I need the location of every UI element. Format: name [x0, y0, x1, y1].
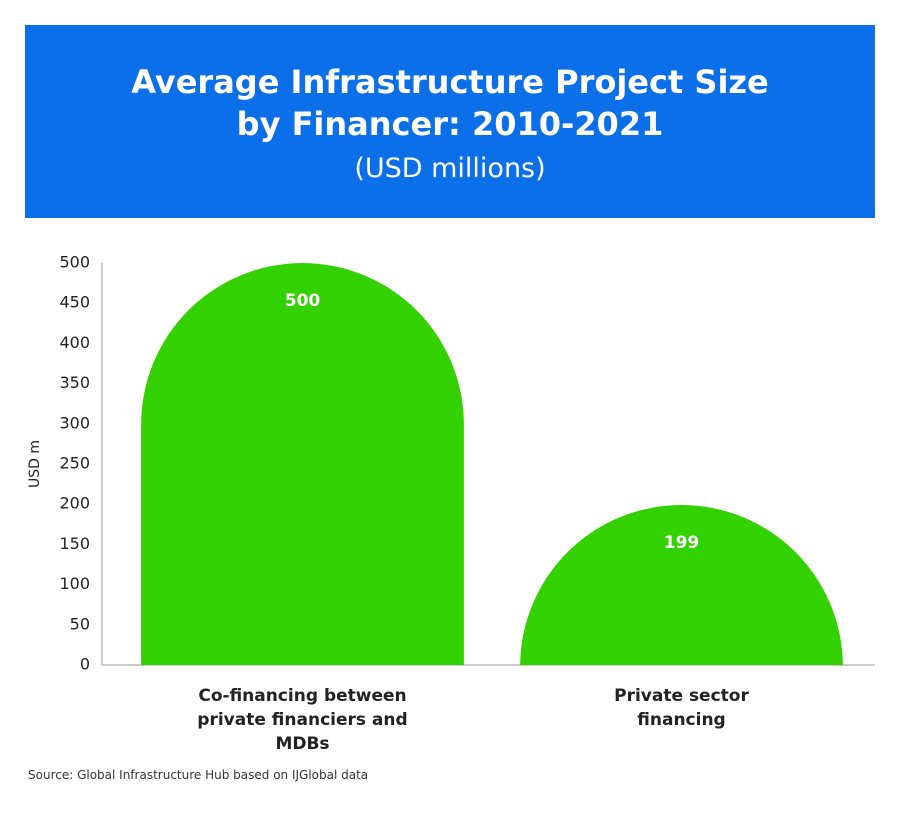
source-note: Source: Global Infrastructure Hub based …: [28, 768, 369, 782]
value-label: 500: [285, 291, 321, 311]
y-tick-label: 500: [59, 253, 90, 272]
value-label: 199: [664, 533, 700, 553]
header: Average Infrastructure Project Size by F…: [25, 25, 875, 218]
y-tick-label: 350: [59, 373, 90, 392]
y-tick-label: 50: [70, 614, 90, 633]
x-tick-label: Co-financing between private financiers …: [197, 686, 408, 754]
y-tick-label: 200: [59, 494, 90, 513]
y-tick-label: 100: [59, 574, 90, 593]
y-tick-label: 150: [59, 534, 90, 553]
y-tick-label: 400: [59, 333, 90, 352]
chart-subtitle: (USD millions): [354, 153, 546, 184]
chart-title: Average Infrastructure Project Size by F…: [131, 63, 769, 143]
y-tick-label: 250: [59, 454, 90, 473]
bar: [520, 505, 843, 665]
x-tick-label: Private sector financing: [614, 686, 749, 730]
y-tick-label: 450: [59, 293, 90, 312]
y-tick-label: 0: [80, 655, 90, 674]
y-tick-label: 300: [59, 413, 90, 432]
y-axis-label: USD m: [27, 440, 43, 488]
bar: [141, 263, 464, 665]
